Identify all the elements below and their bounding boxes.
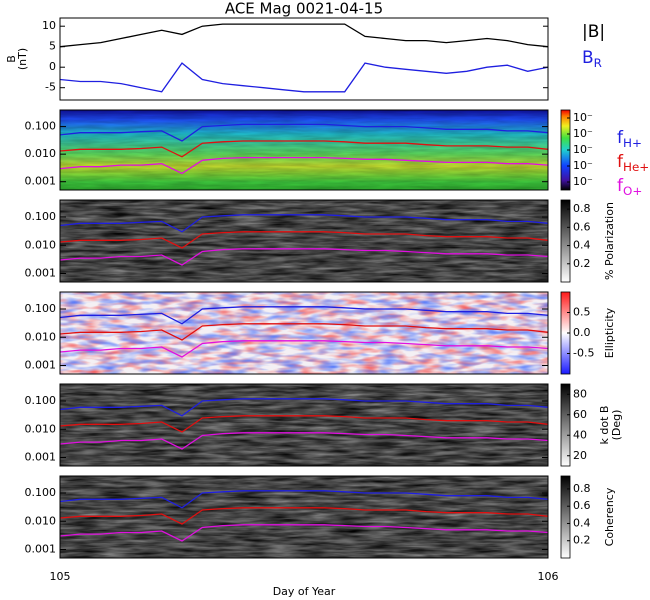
series-line <box>60 214 548 233</box>
colorbar-tick-label: 40 <box>573 428 587 441</box>
series-line <box>60 490 548 509</box>
y-axis-label: B <box>5 55 18 63</box>
chart-title: ACE Mag 0021-04-15 <box>225 0 383 18</box>
y-tick-label: 0.100 <box>25 302 57 315</box>
colorbar-tick-label: 0.8 <box>573 202 591 215</box>
y-tick-label: 0.100 <box>25 486 57 499</box>
colorbar <box>560 199 571 283</box>
series-line <box>60 323 548 341</box>
spectrogram-texture <box>60 200 548 282</box>
series-line <box>60 156 548 175</box>
legend-entry: fH+ <box>617 128 642 150</box>
series-line <box>60 507 548 525</box>
colorbar-tick-label: -0.5 <box>573 347 594 360</box>
y-tick-label: 0.001 <box>25 175 57 188</box>
spectrogram-texture <box>60 292 548 374</box>
y-tick-label: 0.001 <box>25 542 57 555</box>
colorbar-tick-label: 60 <box>573 408 587 421</box>
legend-entry: |B| <box>582 22 605 42</box>
legend-sub: O+ <box>623 184 642 198</box>
y-tick-label: 0 <box>49 60 56 73</box>
frame <box>59 17 549 101</box>
y-axis-unit: (nT) <box>16 48 29 70</box>
y-tick-label: 5 <box>49 40 56 53</box>
spectrogram-texture <box>60 384 548 466</box>
y-tick-label: 0.010 <box>25 422 57 435</box>
legend-name: f <box>617 128 624 148</box>
legend-sub: H+ <box>623 136 642 150</box>
x-tick-label: 105 <box>50 570 71 583</box>
frame <box>59 199 549 283</box>
plot-area <box>60 18 548 100</box>
colorbar <box>560 475 571 559</box>
y-tick-label: 0.001 <box>25 450 57 463</box>
series-line <box>60 524 548 542</box>
colorbar-label: Coherency <box>603 487 616 546</box>
colorbar-tick-label: 10⁻ <box>573 111 593 124</box>
colorbar <box>560 383 571 467</box>
y-tick-label: 0.010 <box>25 514 57 527</box>
frame <box>59 475 549 559</box>
series-line <box>60 123 548 142</box>
legend-name: f <box>617 152 624 172</box>
colorbar-tick-label: 10⁻ <box>573 127 593 140</box>
series-line <box>60 432 548 450</box>
series-line <box>60 306 548 325</box>
y-tick-label: 0.001 <box>25 358 57 371</box>
y-tick-label: 0.001 <box>25 266 57 279</box>
y-tick-label: 0.010 <box>25 238 57 251</box>
series-line <box>60 248 548 266</box>
legend-sub: R <box>594 56 602 70</box>
colorbar-tick-label: 10⁻ <box>573 159 593 172</box>
spectrogram-texture <box>60 110 548 190</box>
frame <box>59 291 549 375</box>
colorbar-tick-label: 20 <box>573 449 587 462</box>
colorbar-tick-label: 10⁻ <box>573 143 593 156</box>
y-tick-label: 0.100 <box>25 120 57 133</box>
y-tick-label: 0.010 <box>25 147 57 160</box>
colorbar-tick-label: 0.2 <box>573 257 591 270</box>
x-tick-label: 106 <box>538 570 559 583</box>
y-tick-label: 0.100 <box>25 394 57 407</box>
legend-name: B <box>582 48 594 68</box>
frame <box>59 109 549 191</box>
series-line <box>60 62 548 93</box>
legend-entry: fO+ <box>617 176 642 198</box>
colorbar-label: Ellipticity <box>603 307 616 358</box>
colorbar-tick-label: 0.6 <box>573 220 591 233</box>
colorbar-tick-label: 0.4 <box>573 239 591 252</box>
x-axis-label: Day of Year <box>273 585 336 598</box>
series-line <box>60 23 548 48</box>
colorbar-tick-label: 0.2 <box>573 534 591 547</box>
series-line <box>60 398 548 417</box>
colorbar-tick-label: 0.6 <box>573 499 591 512</box>
series-line <box>60 231 548 249</box>
series-line <box>60 415 548 433</box>
legend-sub: He+ <box>623 160 649 174</box>
colorbar-tick-label: 0.4 <box>573 516 591 529</box>
y-tick-label: 0.100 <box>25 210 57 223</box>
series-line <box>60 340 548 358</box>
frame <box>59 383 549 467</box>
y-tick-label: -5 <box>45 81 56 94</box>
series-line <box>60 140 548 158</box>
legend-name: f <box>617 176 624 196</box>
y-tick-label: 10 <box>42 19 56 32</box>
colorbar-label: % Polarization <box>603 202 616 280</box>
spectrogram-texture <box>60 476 548 558</box>
colorbar-tick-label: 0.5 <box>573 306 591 319</box>
y-tick-label: 0.010 <box>25 330 57 343</box>
legend-entry: BR <box>582 48 602 70</box>
colorbar-tick-label: 10⁻ <box>573 175 593 188</box>
colorbar-tick-label: 80 <box>573 387 587 400</box>
legend-name: |B| <box>582 22 605 42</box>
colorbar-tick-label: 0.8 <box>573 482 591 495</box>
legend-entry: fHe+ <box>617 152 649 174</box>
colorbar-unit: (Deg) <box>610 410 623 441</box>
colorbar-tick-label: 0.0 <box>573 326 591 339</box>
colorbar-label: k dot B <box>598 406 611 445</box>
